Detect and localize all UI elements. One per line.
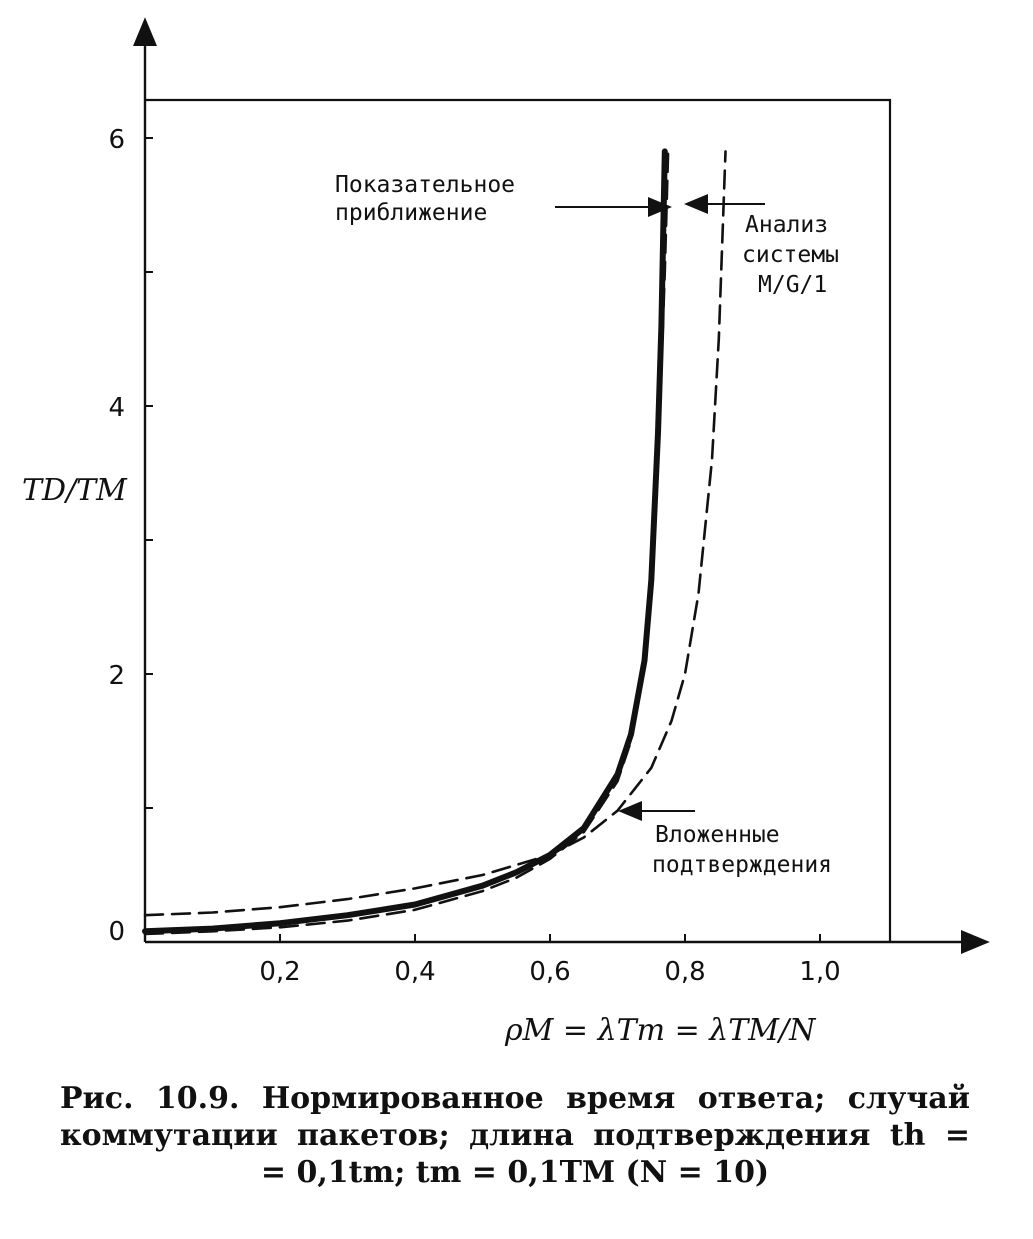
- annotation-embedded: Вложенные подтверждения: [618, 801, 832, 878]
- y-axis-label: TD/TM: [22, 473, 128, 508]
- annotation-embedded-line1: Вложенные: [655, 822, 780, 848]
- caption-line-2: коммутации пакетов; длина подтверждения …: [60, 1118, 970, 1153]
- caption-line-1: Рис. 10.9. Нормированное время ответа; с…: [60, 1081, 970, 1116]
- x-tick-label: 1,0: [799, 957, 840, 987]
- annotation-mg1-line3: M/G/1: [758, 272, 827, 298]
- figure-caption: Рис. 10.9. Нормированное время ответа; с…: [60, 1080, 970, 1191]
- x-axis-label: ρM = λTm = λTM/N: [504, 1013, 817, 1048]
- x-tick-label: 0,4: [394, 957, 435, 987]
- y-tick-label: 4: [108, 393, 125, 423]
- y-tick-label: 6: [108, 125, 125, 155]
- x-tick-label: 0,2: [259, 957, 300, 987]
- x-tick-label: 0,6: [529, 957, 570, 987]
- curve-exponential: [142, 148, 668, 935]
- y-tick-label: 0: [108, 917, 125, 947]
- annotation-embedded-line2: подтверждения: [652, 852, 832, 878]
- y-tick-label: 2: [108, 661, 125, 691]
- annotation-mg1-line2: системы: [742, 242, 839, 268]
- response-time-chart: 0,2 0,4 0,6 0,8 1,0 0 2 4 6 TD/TM ρM = λTm = λTM…: [22, 17, 990, 1048]
- data-curves: [142, 148, 727, 936]
- annotation-mg1: Анализ системы M/G/1: [684, 194, 839, 298]
- axis-tick-labels: 0,2 0,4 0,6 0,8 1,0 0 2 4 6: [108, 125, 840, 987]
- curve-mg1: [143, 150, 727, 917]
- annotation-exponential-line2: приближение: [335, 200, 487, 226]
- curve-embedded-acks: [143, 150, 670, 936]
- x-tick-label: 0,8: [664, 957, 705, 987]
- caption-line-3: = 0,1tm; tm = 0,1TM (N = 10): [260, 1155, 770, 1190]
- axis-ticks: [145, 137, 821, 942]
- plot-frame: [145, 98, 892, 942]
- annotation-exponential: Показательное приближение: [335, 172, 672, 226]
- annotation-exponential-line1: Показательное: [335, 172, 515, 198]
- annotation-mg1-line1: Анализ: [745, 212, 828, 238]
